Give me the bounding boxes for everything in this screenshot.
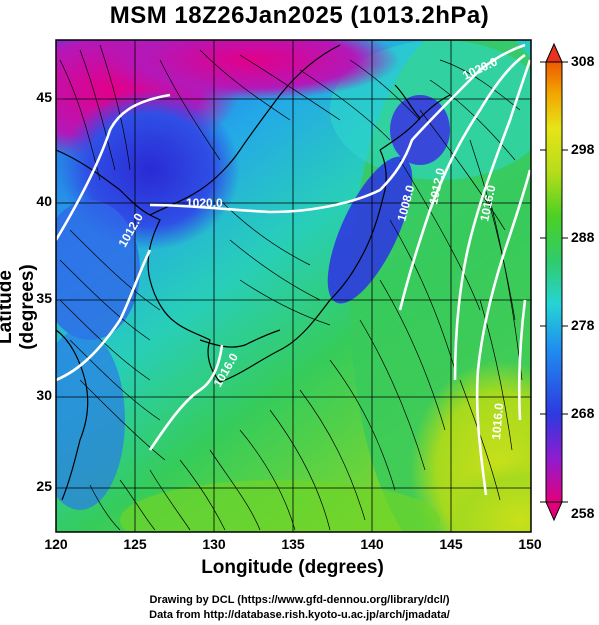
credit-data-source: Data from http://database.rish.kyoto-u.a…: [149, 609, 450, 621]
map-title: MSM 18Z26Jan2025 (1013.2hPa): [109, 2, 490, 29]
x-tick-label: 125: [123, 536, 147, 552]
colorbar: [540, 42, 568, 522]
credit-drawing: Drawing by DCL (https://www.gfd-dennou.o…: [149, 594, 450, 606]
isobar-label: 1016.0: [489, 402, 506, 440]
x-tick-label: 150: [518, 536, 542, 552]
temperature-field: [56, 40, 531, 532]
coastlines: [56, 44, 451, 501]
colorbar-tick-label: 298: [571, 141, 595, 157]
colorbar-tick-label: 258: [571, 505, 595, 521]
y-tick-label: 40: [36, 193, 52, 209]
x-axis-label: Longitude (degrees): [201, 557, 384, 578]
x-tick-label: 145: [439, 536, 463, 552]
colorbar-tick-label: 278: [571, 317, 595, 333]
y-tick-label: 45: [36, 89, 52, 105]
colorbar-min-triangle: [545, 501, 563, 522]
colorbar-tick-label: 308: [571, 53, 595, 69]
colorbar-tick-label: 268: [571, 405, 595, 421]
y-tick-label: 30: [36, 387, 52, 403]
y-tick-label: 35: [36, 290, 52, 306]
colorbar-max-triangle: [545, 42, 563, 63]
x-tick-label: 140: [360, 536, 384, 552]
x-tick-label: 135: [281, 536, 305, 552]
x-tick-label: 120: [44, 536, 68, 552]
isobar-label: 1020.0: [186, 196, 223, 210]
isobars: [56, 43, 531, 496]
y-axis-label: Latitude (degrees): [0, 264, 38, 350]
colorbar-tick-label: 288: [571, 229, 595, 245]
x-tick-label: 130: [202, 536, 226, 552]
y-tick-label: 25: [36, 478, 52, 494]
plot-frame: [55, 39, 532, 533]
